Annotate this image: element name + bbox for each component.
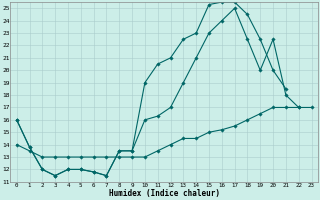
X-axis label: Humidex (Indice chaleur): Humidex (Indice chaleur) xyxy=(108,189,220,198)
